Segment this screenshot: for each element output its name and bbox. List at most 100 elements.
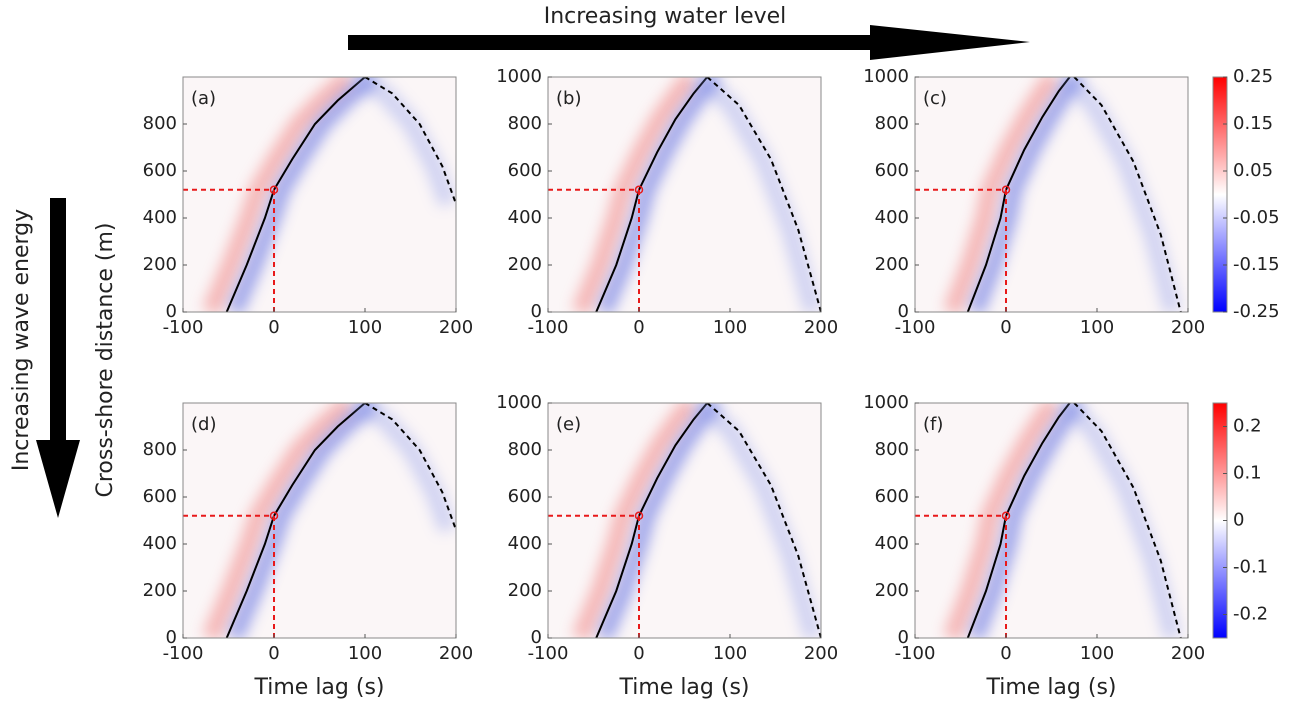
plot-frame [547, 402, 822, 639]
y-tick-label: 0 [531, 627, 542, 648]
plot-frame [182, 402, 457, 639]
dashed-line [1073, 77, 1182, 312]
y-tick-label: 400 [508, 207, 542, 228]
y-tick-label: 800 [143, 113, 177, 134]
y-tick-label: 600 [875, 486, 909, 507]
y-tick-label: 0 [166, 301, 177, 322]
y-tick-label: 200 [875, 254, 909, 275]
plot-area [915, 403, 1188, 638]
band-red [571, 77, 699, 312]
dashed-line [364, 77, 456, 205]
panel-label: (a) [191, 88, 216, 109]
colorbar-tick-label: 0.15 [1233, 113, 1273, 134]
band-red [202, 403, 355, 638]
plot-frame [547, 76, 822, 313]
dashed-line [364, 403, 456, 531]
y-tick-label: 0 [898, 627, 909, 648]
band-blue [227, 77, 379, 312]
plot-area [183, 77, 456, 312]
y-tick-label: 0 [166, 627, 177, 648]
plot-frame [914, 402, 1189, 639]
band-blue [227, 403, 379, 638]
y-tick-label: 600 [143, 160, 177, 181]
y-tick-label: 1000 [496, 66, 542, 87]
y-tick-label: 400 [143, 533, 177, 554]
x-tick-label: 0 [1000, 643, 1011, 664]
plot-area [548, 403, 821, 638]
colorbar-tick-label: 0.2 [1233, 416, 1262, 437]
colorbar-tick-label: 0.25 [1233, 66, 1273, 87]
y-tick-label: 200 [508, 580, 542, 601]
marker [269, 511, 279, 521]
x-tick-label: 0 [268, 317, 279, 338]
y-tick-label: 400 [875, 207, 909, 228]
x-tick-label: 0 [268, 643, 279, 664]
x-tick-label: 0 [633, 317, 644, 338]
y-tick-label: 1000 [863, 392, 909, 413]
x-tick-label: 0 [1000, 317, 1011, 338]
colorbar-tick-label: 0.05 [1233, 160, 1273, 181]
y-axis-label: Cross-shore distance (m) [93, 222, 118, 497]
left-arrow-label: Increasing wave energy [9, 209, 34, 471]
x-tick-label: -100 [895, 643, 936, 664]
x-tick-label: 100 [348, 317, 382, 338]
x-tick-label: 100 [1080, 643, 1114, 664]
x-tick-label: 200 [804, 317, 838, 338]
y-tick-label: 600 [143, 486, 177, 507]
solid-line [595, 77, 709, 312]
x-tick-label: 100 [1080, 317, 1114, 338]
y-tick-label: 0 [898, 301, 909, 322]
colorbar-tick-label: -0.2 [1233, 604, 1268, 625]
arrow-down [36, 198, 80, 518]
marker [1001, 511, 1011, 521]
y-tick-label: 800 [508, 439, 542, 460]
x-tick-label: 200 [439, 317, 473, 338]
plot-frame [914, 76, 1189, 313]
y-tick-label: 800 [143, 439, 177, 460]
y-tick-label: 200 [143, 580, 177, 601]
panel-label: (b) [556, 88, 581, 109]
panel-label: (e) [556, 414, 581, 435]
y-tick-label: 800 [508, 113, 542, 134]
y-tick-label: 800 [875, 439, 909, 460]
x-tick-label: 200 [1171, 643, 1205, 664]
band-blue [352, 403, 456, 533]
y-tick-label: 1000 [863, 66, 909, 87]
marker [634, 185, 644, 195]
x-tick-label: 0 [633, 643, 644, 664]
band-red [943, 77, 1061, 312]
arrow-right [348, 25, 1030, 60]
x-tick-label: 100 [713, 317, 747, 338]
solid-line [966, 403, 1071, 638]
colorbar-tick-label: -0.1 [1233, 557, 1268, 578]
band-blue [1059, 77, 1182, 312]
panel-label: (d) [191, 414, 216, 435]
band-blue [596, 403, 722, 638]
x-tick-label: -100 [895, 317, 936, 338]
panel-label: (f) [923, 414, 943, 435]
colorbar-tick-label: -0.15 [1233, 254, 1280, 275]
band-blue [1059, 403, 1182, 638]
y-tick-label: 400 [143, 207, 177, 228]
plot-area [548, 77, 821, 312]
x-axis-label: Time lag (s) [985, 675, 1116, 700]
band-blue [596, 77, 722, 312]
y-tick-label: 800 [875, 113, 909, 134]
plot-frame [182, 76, 457, 313]
band-blue [693, 77, 821, 312]
plot-area [183, 403, 456, 638]
y-tick-label: 600 [875, 160, 909, 181]
x-tick-label: -100 [163, 643, 204, 664]
y-tick-label: 400 [508, 533, 542, 554]
colorbar-tick-label: 0.1 [1233, 463, 1262, 484]
band-blue [968, 77, 1085, 312]
colorbar [1212, 76, 1228, 313]
y-tick-label: 200 [508, 254, 542, 275]
top-arrow-label: Increasing water level [544, 4, 787, 29]
dashed-line [1073, 403, 1182, 638]
panel-label: (c) [923, 88, 947, 109]
x-tick-label: -100 [163, 317, 204, 338]
solid-line [225, 403, 366, 638]
x-tick-label: 100 [348, 643, 382, 664]
colorbar-tick-label: -0.05 [1233, 207, 1280, 228]
